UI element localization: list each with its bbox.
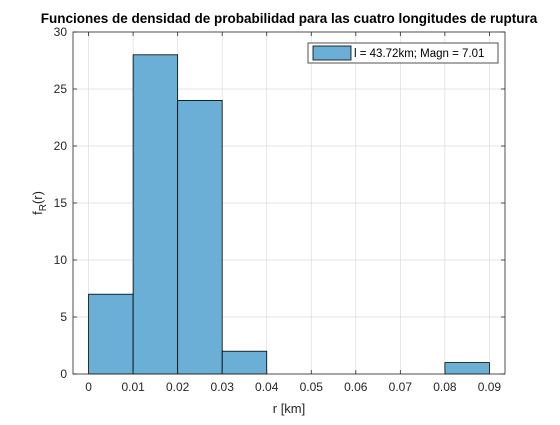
x-tick-label-8: 0.08	[433, 380, 457, 394]
y-axis-label: fR(r)	[30, 191, 49, 215]
legend-entry-label: l = 43.72km; Magn = 7.01	[354, 48, 484, 60]
x-tick-label-5: 0.05	[300, 380, 324, 394]
x-tick-label-6: 0.06	[344, 380, 368, 394]
y-tick-label-5: 25	[54, 82, 68, 96]
y-axis-label-main: f	[30, 211, 45, 215]
legend-swatch	[312, 45, 352, 61]
histogram-bar-3	[221, 350, 268, 375]
x-tick-label-1: 0.01	[121, 380, 145, 394]
y-tick-label-2: 10	[54, 253, 68, 267]
legend: l = 43.72km; Magn = 7.01	[307, 42, 499, 64]
histogram-bar-0	[88, 293, 134, 375]
histogram-bar-2	[177, 100, 223, 375]
ticks	[73, 31, 505, 375]
y-tick-label-3: 15	[54, 196, 68, 210]
y-axis-label-arg: (r)	[30, 191, 45, 204]
histogram-bar-8	[444, 362, 490, 375]
x-tick-label-9: 0.09	[478, 380, 502, 394]
x-tick-labels: 0 0.01 0.02 0.03 0.04 0.05 0.06 0.07 0.08 0.09	[85, 380, 501, 394]
legend-box	[307, 42, 499, 64]
y-tick-labels: 0 5 10 15 20 25 30	[54, 25, 68, 381]
chart-title: Funciones de densidad de probabilidad pa…	[41, 11, 538, 26]
y-tick-label-1: 5	[60, 310, 67, 324]
x-tick-label-7: 0.07	[389, 380, 413, 394]
x-tick-label-3: 0.03	[211, 380, 235, 394]
y-tick-label-4: 20	[54, 139, 68, 153]
bars	[88, 54, 490, 375]
x-axis-label: r [km]	[273, 401, 306, 416]
histogram-bar-1	[132, 54, 179, 375]
y-tick-label-6: 30	[54, 25, 68, 39]
y-axis-label-sub: R	[38, 204, 49, 211]
y-tick-label-0: 0	[60, 367, 67, 381]
x-tick-label-2: 0.02	[166, 380, 190, 394]
x-tick-label-4: 0.04	[255, 380, 279, 394]
x-tick-label-0: 0	[85, 380, 92, 394]
